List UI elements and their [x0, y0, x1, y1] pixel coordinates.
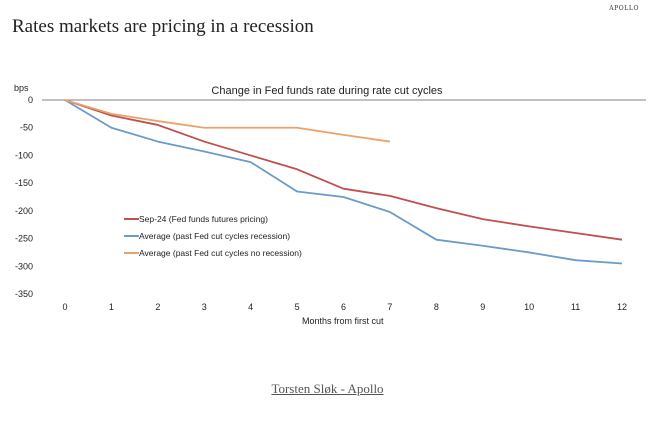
y-tick-label: -300 [15, 261, 33, 271]
x-tick-label: 7 [387, 302, 392, 312]
y-tick-label: -250 [15, 234, 33, 244]
x-tick-label: 8 [434, 302, 439, 312]
x-tick-label: 9 [480, 302, 485, 312]
y-tick-label: -350 [15, 289, 33, 299]
series-line-1 [64, 99, 623, 265]
y-tick-label: -100 [15, 150, 33, 160]
y-tick-label: -200 [15, 206, 33, 216]
legend-label: Sep-24 (Fed funds futures pricing) [139, 214, 268, 224]
y-axis-label: bps [14, 83, 29, 93]
x-tick-label: 10 [524, 302, 534, 312]
y-tick-label: -50 [20, 123, 33, 133]
legend-item: Average (past Fed cut cycles no recessio… [124, 248, 302, 258]
author-credit[interactable]: Torsten Sløk - Apollo [271, 381, 384, 396]
x-tick-label: 5 [295, 302, 300, 312]
page-title: Rates markets are pricing in a recession [12, 16, 314, 37]
legend-item: Average (past Fed cut cycles recession) [124, 231, 290, 241]
y-tick-label: 0 [28, 95, 33, 105]
brand-logo: APOLLO [609, 5, 639, 12]
x-tick-label: 3 [202, 302, 207, 312]
x-tick-label: 2 [155, 302, 160, 312]
y-tick-label: -150 [15, 178, 33, 188]
series-line-0 [64, 99, 623, 241]
x-tick-label: 4 [248, 302, 253, 312]
legend-label: Average (past Fed cut cycles recession) [139, 231, 290, 241]
x-axis-label: Months from first cut [302, 316, 384, 326]
x-tick-label: 11 [571, 302, 580, 312]
x-tick-label: 6 [341, 302, 346, 312]
legend-item: Sep-24 (Fed funds futures pricing) [124, 214, 268, 224]
chart-title: Change in Fed funds rate during rate cut… [211, 85, 443, 97]
series-line-2 [64, 99, 391, 143]
x-tick-label: 1 [109, 302, 114, 312]
x-tick-label: 0 [62, 302, 67, 312]
legend-label: Average (past Fed cut cycles no recessio… [139, 248, 302, 258]
x-tick-label: 12 [617, 302, 627, 312]
